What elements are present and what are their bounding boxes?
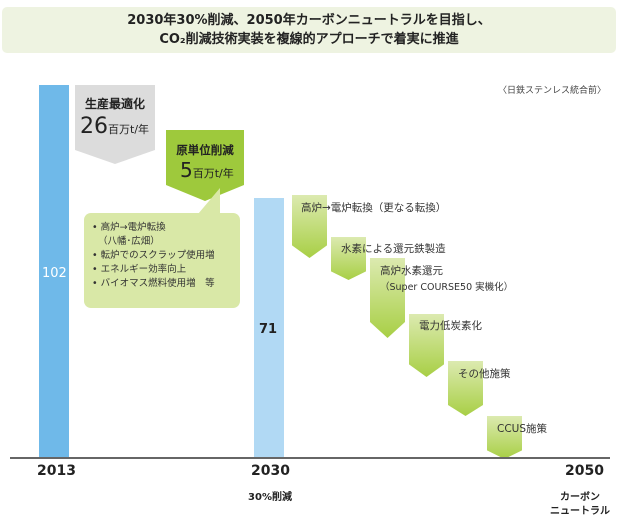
headline-box: 2030年30%削減、2050年カーボンニュートラルを目指し、 CO₂削減技術実… <box>2 7 616 53</box>
year-2050: 2050 <box>565 463 604 479</box>
step-arrow <box>448 361 483 416</box>
bubble-item: • バイオマス燃料使用増 等 <box>92 278 215 289</box>
measure-label: 電力低炭素化 <box>419 320 482 332</box>
step-arrow <box>331 237 366 280</box>
label-2050-2: ニュートラル <box>550 506 610 517</box>
bar-2013 <box>39 85 69 458</box>
bar-2030-value: 71 <box>259 322 278 337</box>
bar-2030 <box>254 198 284 458</box>
measure-label: その他施策 <box>458 368 511 380</box>
headline-line-1: 2030年30%削減、2050年カーボンニュートラルを目指し、 <box>127 13 491 28</box>
callout-production <box>75 85 155 150</box>
bubble-item: • 高炉→電炉転換 <box>92 222 166 233</box>
unit-reduction-title: 原単位削減 <box>176 143 234 157</box>
unit-reduction-value: 5百万t/年 <box>180 158 234 182</box>
label-2050-1: カーボン <box>560 492 600 503</box>
measure-label: 水素による還元鉄製造 <box>341 243 446 255</box>
callout-unit-arrow <box>166 185 244 201</box>
bar-2013-value: 102 <box>42 266 67 281</box>
bubble-item: （八幡･広畑） <box>98 236 160 247</box>
measures-bubble: • 高炉→電炉転換 （八幡･広畑） • 転炉でのスクラップ使用増 • エネルギー… <box>84 213 240 308</box>
headline-line-2: CO₂削減技術実装を複線的アプローチで着実に推進 <box>159 32 459 47</box>
step-arrow <box>292 195 327 258</box>
step-arrow <box>487 416 522 459</box>
callout-unit-reduction <box>166 130 244 185</box>
bubble-item: • 転炉でのスクラップ使用増 <box>92 250 215 261</box>
step-arrow <box>409 314 444 377</box>
production-title: 生産最適化 <box>84 97 145 111</box>
time-axis <box>10 457 610 459</box>
measure-label: 高炉水素還元 <box>380 265 443 277</box>
production-value: 26百万t/年 <box>80 114 150 139</box>
measure-label: 高炉→電炉転換（更なる転換） <box>301 202 447 214</box>
callout-production-arrow <box>75 150 155 164</box>
measure-label: （Super COURSE50 実機化） <box>380 282 514 293</box>
note: 〈日鉄ステンレス統合前〉 <box>497 86 606 96</box>
year-2013: 2013 <box>37 463 76 479</box>
label-2030: 30%削減 <box>248 492 292 503</box>
bubble-item: • エネルギー効率向上 <box>92 264 187 275</box>
year-2030: 2030 <box>251 463 290 479</box>
step-arrow <box>370 258 405 338</box>
measure-label: CCUS施策 <box>497 423 548 435</box>
